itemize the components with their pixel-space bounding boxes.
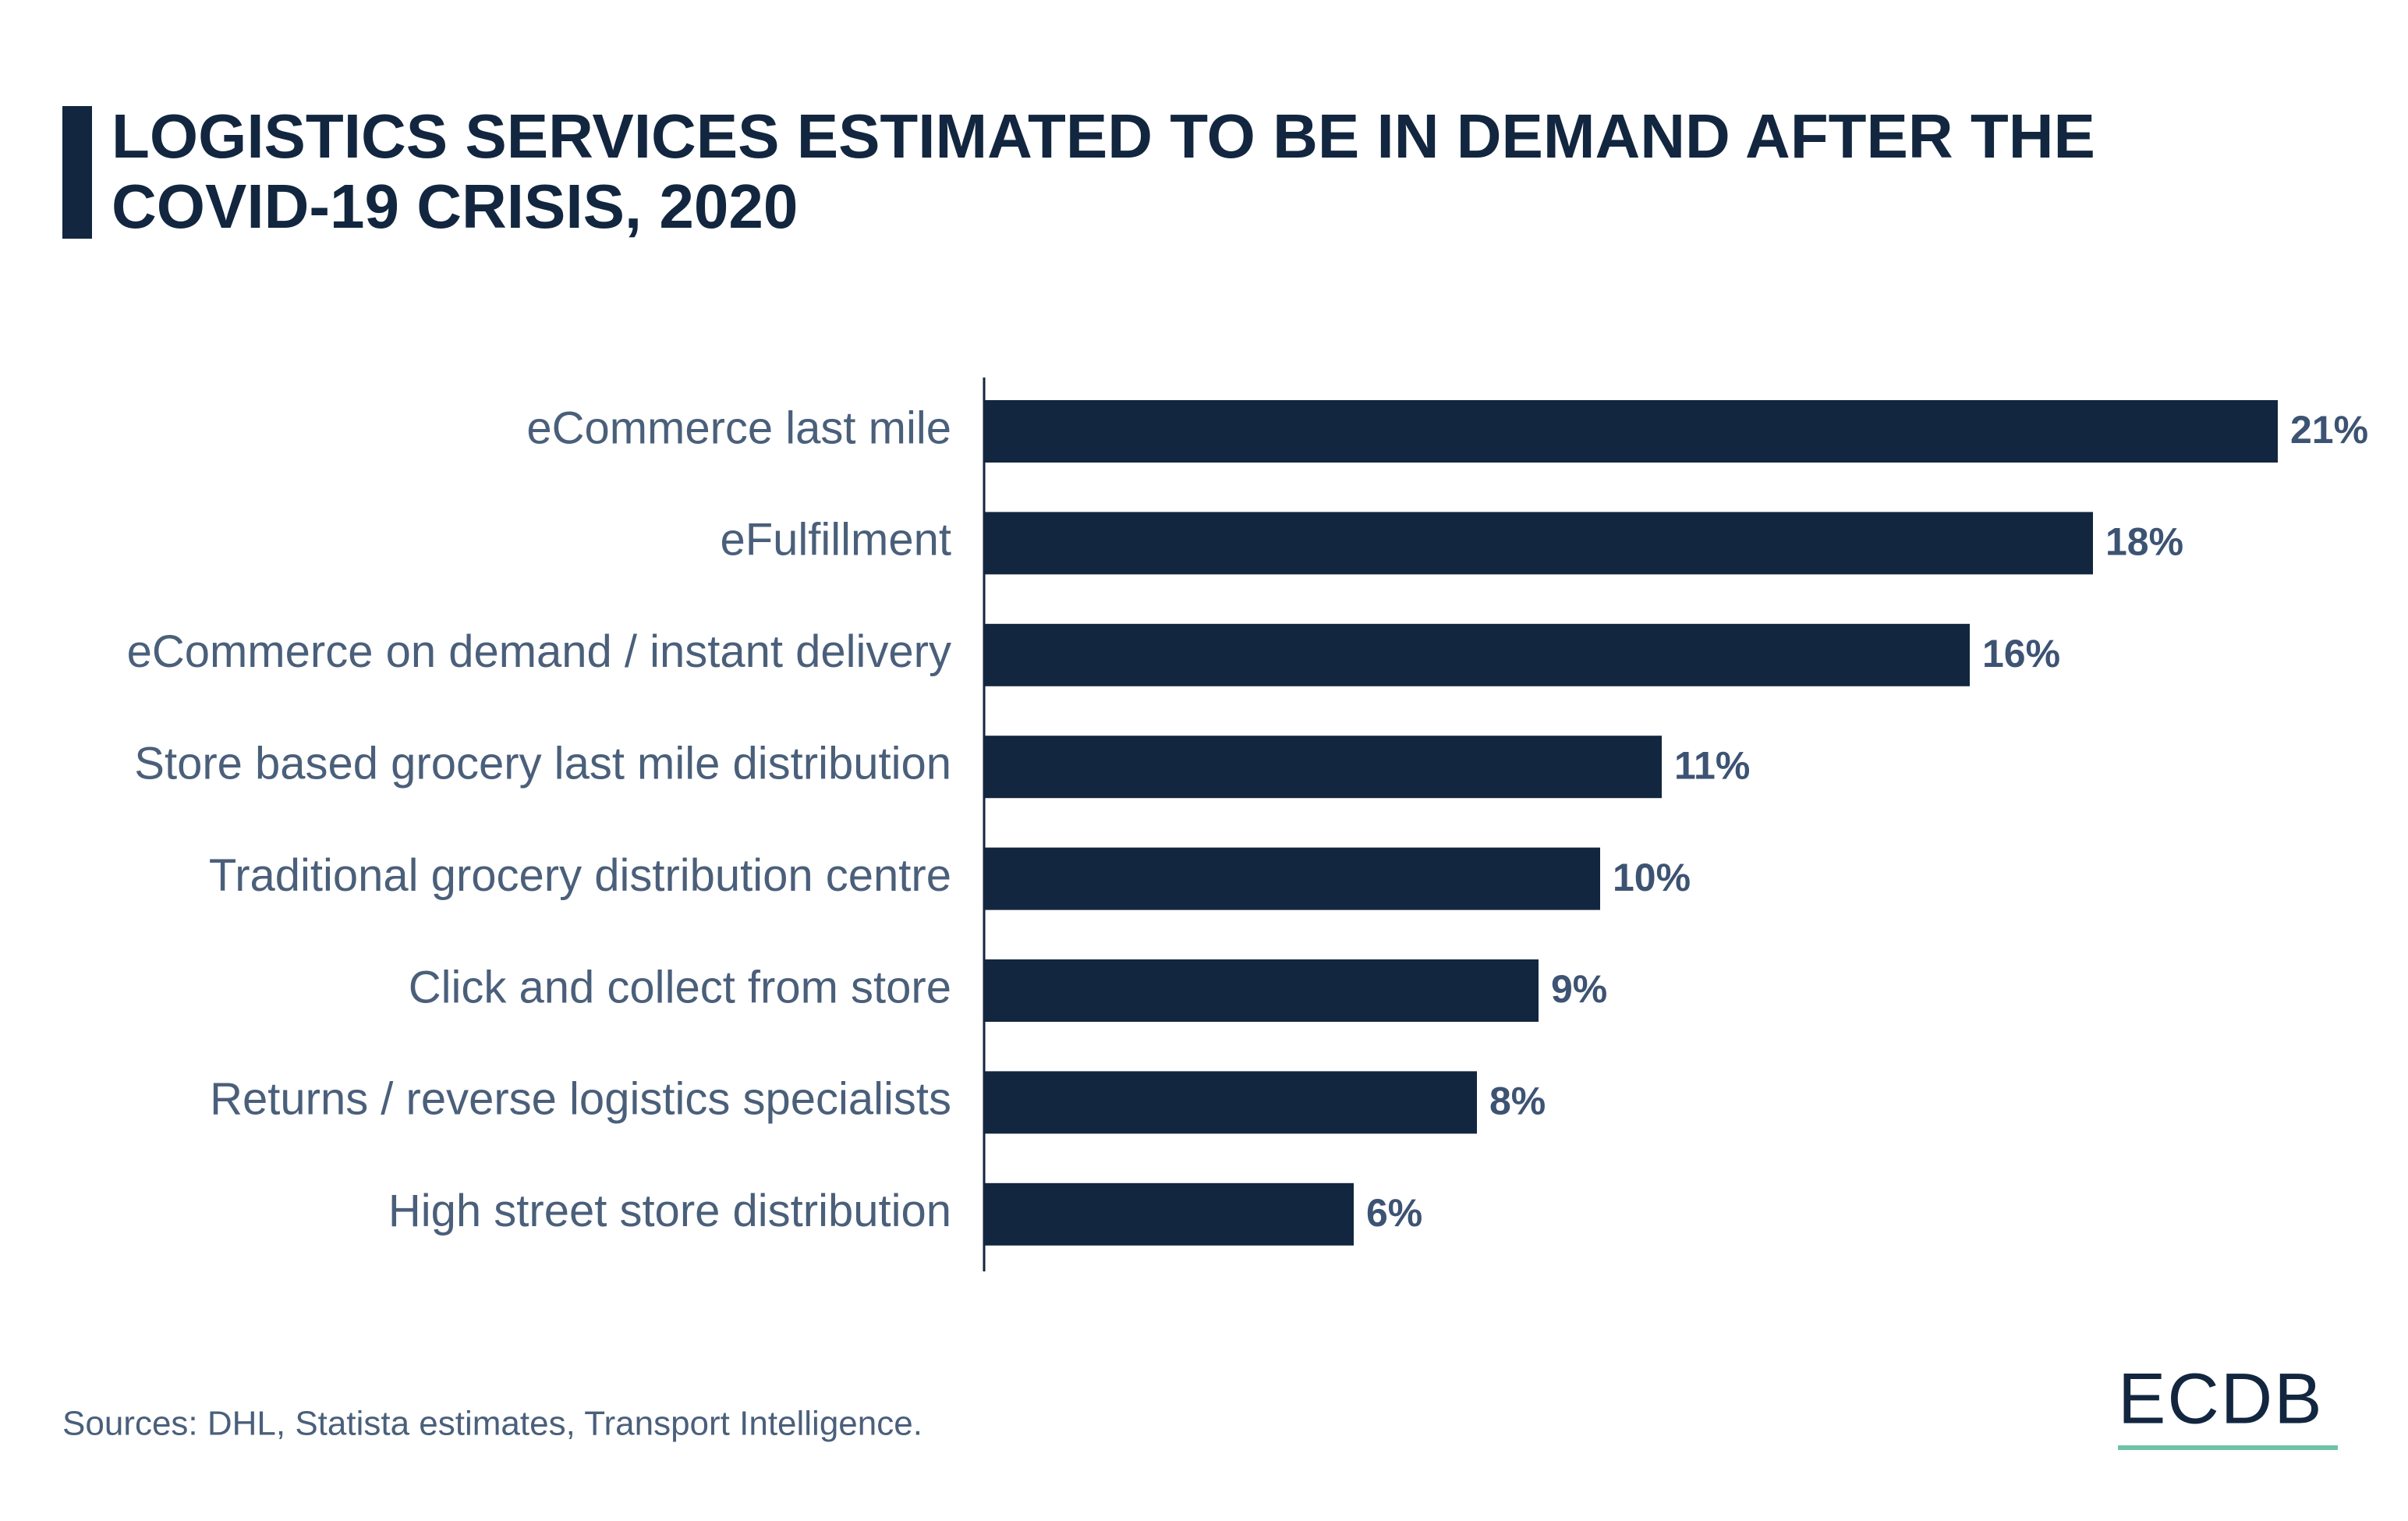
category-label: Store based grocery last mile distributi… — [134, 739, 951, 789]
value-label: 21% — [2290, 408, 2368, 452]
value-label: 8% — [1489, 1080, 1546, 1123]
value-label: 11% — [1674, 743, 1750, 787]
category-label: Traditional grocery distribution centre — [209, 850, 951, 901]
bar — [984, 623, 1970, 686]
bar — [984, 512, 2093, 575]
logo: ECDB — [2118, 1359, 2324, 1438]
category-label: Click and collect from store — [409, 962, 951, 1012]
logo-underline — [2118, 1445, 2338, 1450]
title-accent — [62, 106, 92, 239]
chart-title: LOGISTICS SERVICES ESTIMATED TO BE IN DE… — [112, 101, 2095, 241]
bar — [984, 400, 2278, 463]
bar — [984, 847, 1600, 910]
category-label: High street store distribution — [388, 1186, 951, 1236]
source-note: Sources: DHL, Statista estimates, Transp… — [62, 1405, 922, 1443]
value-label: 9% — [1551, 967, 1607, 1011]
category-label: eCommerce last mile — [526, 402, 951, 453]
bar — [984, 736, 1662, 799]
category-label: Returns / reverse logistics specialists — [210, 1074, 951, 1125]
value-label: 18% — [2105, 520, 2183, 564]
bar — [984, 959, 1539, 1022]
value-label: 16% — [1982, 632, 2060, 675]
value-label: 6% — [1366, 1191, 1422, 1235]
category-label: eCommerce on demand / instant delivery — [127, 626, 951, 677]
bar — [984, 1071, 1477, 1134]
value-label: 10% — [1613, 856, 1691, 899]
bar — [984, 1182, 1354, 1246]
category-label: eFulfillment — [720, 515, 951, 566]
